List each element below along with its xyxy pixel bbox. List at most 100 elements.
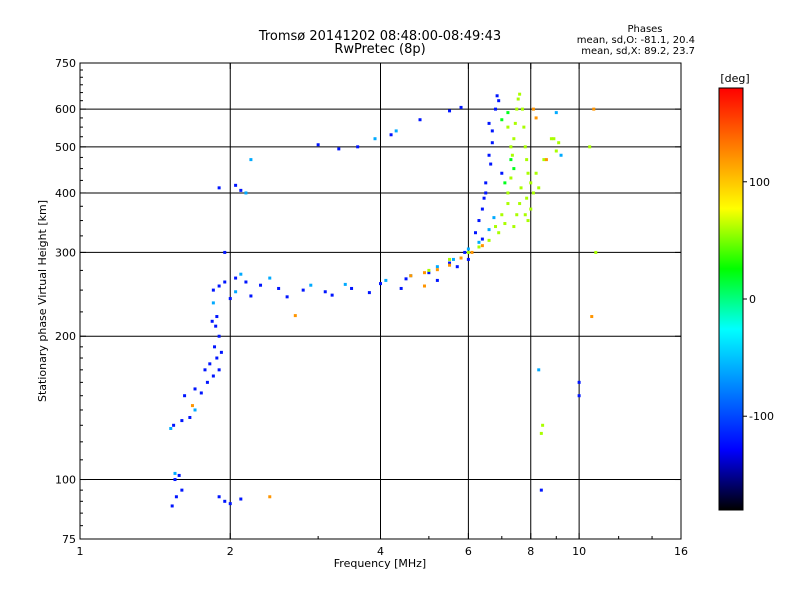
data-point [484,181,488,185]
legend-x-stats: mean, sd,X: 89.2, 23.7 [581,46,695,57]
data-point [494,107,498,111]
data-point [484,191,488,195]
data-point [492,216,496,220]
legend-heading: Phases [627,24,662,35]
data-point [239,497,243,501]
data-point [448,109,452,113]
data-point [515,107,519,111]
data-point [480,207,484,211]
data-point [503,222,507,226]
data-point [404,277,408,281]
data-point [389,133,393,137]
data-point [537,368,541,372]
x-tick-label: 8 [527,545,534,558]
colorbar [718,87,744,511]
data-point [554,111,558,115]
data-point [213,345,217,349]
data-point [509,176,513,180]
data-point [490,129,494,133]
data-point [592,107,596,111]
data-point [427,271,431,275]
data-point [526,171,530,175]
data-point [301,288,305,292]
data-point [448,261,452,265]
data-point [172,423,176,427]
data-point [477,219,481,223]
colorbar-ticks: 100 0 -100 [743,176,774,423]
data-point [506,125,510,129]
data-point [539,431,543,435]
data-point [525,158,529,162]
data-point [173,471,177,475]
data-point [509,145,513,149]
data-point [199,391,203,395]
data-point [490,141,494,145]
x-tick-label: 6 [465,545,472,558]
data-point [223,280,227,284]
data-point [234,183,238,187]
data-point [539,488,543,492]
data-point [542,158,546,162]
data-point [259,283,263,287]
data-point [512,225,516,229]
data-point [234,276,238,280]
data-point [520,107,524,111]
x-axis-label: Frequency [MHz] [334,557,426,570]
data-point [473,231,477,235]
data-point [500,213,504,217]
data-point [427,268,431,272]
data-point [239,272,243,276]
data-point [482,196,486,200]
x-tick-label: 2 [227,545,234,558]
data-point [455,265,459,269]
data-point [422,284,426,288]
data-point [497,231,501,235]
data-point [249,158,253,162]
data-point [487,121,491,125]
data-point [190,404,194,408]
data-point [211,374,215,378]
data-point [534,171,538,175]
colorbar-tick-label: 100 [749,176,770,189]
data-point [217,495,221,499]
data-point [477,240,481,244]
data-point [177,473,181,477]
data-point [180,488,184,492]
data-point [559,153,563,157]
data-point [205,380,209,384]
data-point [193,408,197,412]
y-tick-label: 300 [55,246,76,259]
data-point [217,284,221,288]
data-point [518,202,522,206]
colorbar-label: [deg] [720,72,749,85]
x-tick-label: 4 [377,545,384,558]
data-point [323,290,327,294]
data-point [418,118,422,122]
y-tick-label: 400 [55,187,76,200]
data-point [211,301,215,305]
data-point [506,191,510,195]
data-point [223,250,227,254]
data-point [518,92,522,96]
data-point [193,387,197,391]
data-point [495,94,499,98]
data-point [577,380,581,384]
data-points [169,92,598,508]
data-point [188,415,192,419]
data-point [277,286,281,290]
grid-lines [80,63,681,539]
y-tick-label: 500 [55,141,76,154]
legend-o-stats: mean, sd,O: -81.1, 20.4 [577,35,695,46]
data-point [470,250,474,254]
data-point [506,111,510,115]
data-point [529,181,533,185]
data-point [330,293,334,297]
data-point [544,158,548,162]
data-point [379,282,382,286]
data-point [268,495,272,499]
data-point [223,499,227,503]
data-point [466,247,470,251]
data-point [169,426,173,430]
data-point [466,250,470,254]
